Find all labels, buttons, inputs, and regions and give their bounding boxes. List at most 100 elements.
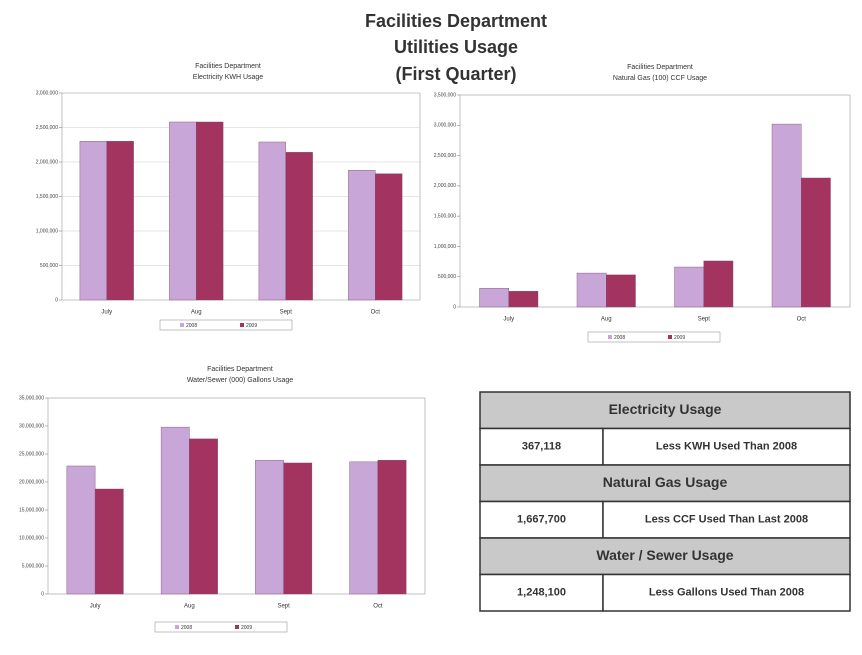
bar	[479, 288, 509, 308]
bar	[189, 438, 218, 595]
table-amount: 1,248,100	[517, 587, 566, 599]
bar	[771, 123, 802, 308]
bar	[674, 266, 704, 308]
y-tick-label: 1,000,000	[36, 228, 58, 234]
table-amount: 367,118	[522, 441, 561, 453]
table-note: Less Gallons Used Than 2008	[649, 587, 804, 599]
x-tick-label: Aug	[601, 317, 612, 323]
y-tick-label: 500,000	[438, 274, 456, 280]
bar	[576, 272, 607, 308]
bar	[283, 462, 313, 595]
bar	[160, 426, 190, 595]
bar	[94, 488, 124, 595]
legend-label: 2009	[246, 323, 257, 329]
legend-swatch	[175, 625, 179, 629]
y-tick-label: 2,000,000	[36, 159, 58, 165]
y-tick-label: 0	[453, 304, 456, 310]
y-tick-label: 3,500,000	[434, 92, 456, 98]
table-heading: Natural Gas Usage	[603, 474, 728, 490]
bar	[377, 459, 407, 595]
y-tick-label: 3,000,000	[36, 90, 58, 96]
chart-title: Facilities Department	[627, 64, 693, 71]
legend-box	[159, 319, 293, 331]
table-cell	[602, 427, 851, 466]
bar	[258, 141, 286, 301]
legend-swatch	[240, 323, 244, 327]
y-tick-label: 35,000,000	[19, 395, 44, 401]
bar	[508, 291, 539, 308]
y-tick-label: 500,000	[40, 263, 58, 269]
bar	[79, 141, 107, 301]
bar	[606, 274, 636, 308]
y-tick-label: 25,000,000	[19, 451, 44, 457]
legend-swatch	[668, 335, 672, 339]
x-tick-label: Aug	[191, 310, 202, 316]
table-cell	[602, 573, 851, 612]
chart-title: Facilities Department	[195, 63, 261, 70]
legend-label: 2008	[186, 323, 197, 329]
bar	[169, 121, 197, 301]
legend-swatch	[608, 335, 612, 339]
x-tick-label: Aug	[184, 604, 195, 610]
x-tick-label: Oct	[373, 604, 383, 610]
bar	[66, 465, 96, 595]
table-cell	[602, 500, 851, 539]
y-tick-label: 10,000,000	[19, 535, 44, 541]
y-tick-label: 2,500,000	[36, 125, 58, 131]
x-tick-label: Sept	[698, 317, 711, 323]
table-note: Less KWH Used Than 2008	[656, 441, 797, 453]
page-title: Facilities Department	[365, 11, 547, 31]
x-tick-label: July	[503, 317, 514, 323]
y-tick-label: 30,000,000	[19, 423, 44, 429]
table-amount: 1,667,700	[517, 514, 566, 526]
bar	[703, 260, 734, 308]
page-title: (First Quarter)	[395, 64, 516, 84]
y-tick-label: 0	[55, 297, 58, 303]
y-tick-label: 2,000,000	[434, 183, 456, 189]
legend-box	[587, 331, 721, 343]
legend-box	[154, 621, 288, 633]
y-tick-label: 20,000,000	[19, 479, 44, 485]
bar	[801, 177, 831, 308]
bar	[375, 173, 403, 301]
y-tick-label: 1,000,000	[434, 244, 456, 250]
x-tick-label: Oct	[797, 317, 807, 323]
y-tick-label: 1,500,000	[434, 213, 456, 219]
bar	[196, 121, 224, 301]
table-cell	[479, 427, 604, 466]
chart-title: Facilities Department	[207, 366, 273, 373]
bar	[348, 170, 376, 301]
bar	[349, 461, 379, 595]
table-note: Less CCF Used Than Last 2008	[645, 514, 808, 526]
y-tick-label: 15,000,000	[19, 507, 44, 513]
x-tick-label: Sept	[277, 604, 290, 610]
y-tick-label: 2,500,000	[434, 153, 456, 159]
x-tick-label: Sept	[280, 310, 293, 316]
chart-title: Electricity KWH Usage	[193, 74, 264, 81]
table-heading: Water / Sewer Usage	[596, 547, 733, 563]
x-tick-label: Oct	[371, 310, 381, 316]
y-tick-label: 5,000,000	[22, 563, 44, 569]
legend-swatch	[180, 323, 184, 327]
table-cell	[479, 500, 604, 539]
x-tick-label: July	[101, 310, 112, 316]
table-heading-cell	[479, 391, 851, 430]
bar	[255, 459, 284, 595]
table-heading-cell	[479, 537, 851, 576]
legend-label: 2008	[181, 625, 192, 631]
legend-label: 2009	[674, 335, 685, 341]
x-tick-label: July	[90, 604, 101, 610]
legend-label: 2009	[241, 625, 252, 631]
legend-label: 2008	[614, 335, 625, 341]
y-tick-label: 1,500,000	[36, 194, 58, 200]
bar	[106, 141, 134, 301]
bar	[285, 152, 313, 301]
legend-swatch	[235, 625, 239, 629]
table-heading: Electricity Usage	[609, 401, 722, 417]
chart-title: Natural Gas (100) CCF Usage	[613, 75, 707, 82]
page-title: Utilities Usage	[394, 37, 518, 57]
y-tick-label: 3,000,000	[434, 123, 456, 129]
chart-title: Water/Sewer (000) Gallons Usage	[187, 377, 293, 384]
y-tick-label: 0	[41, 591, 44, 597]
